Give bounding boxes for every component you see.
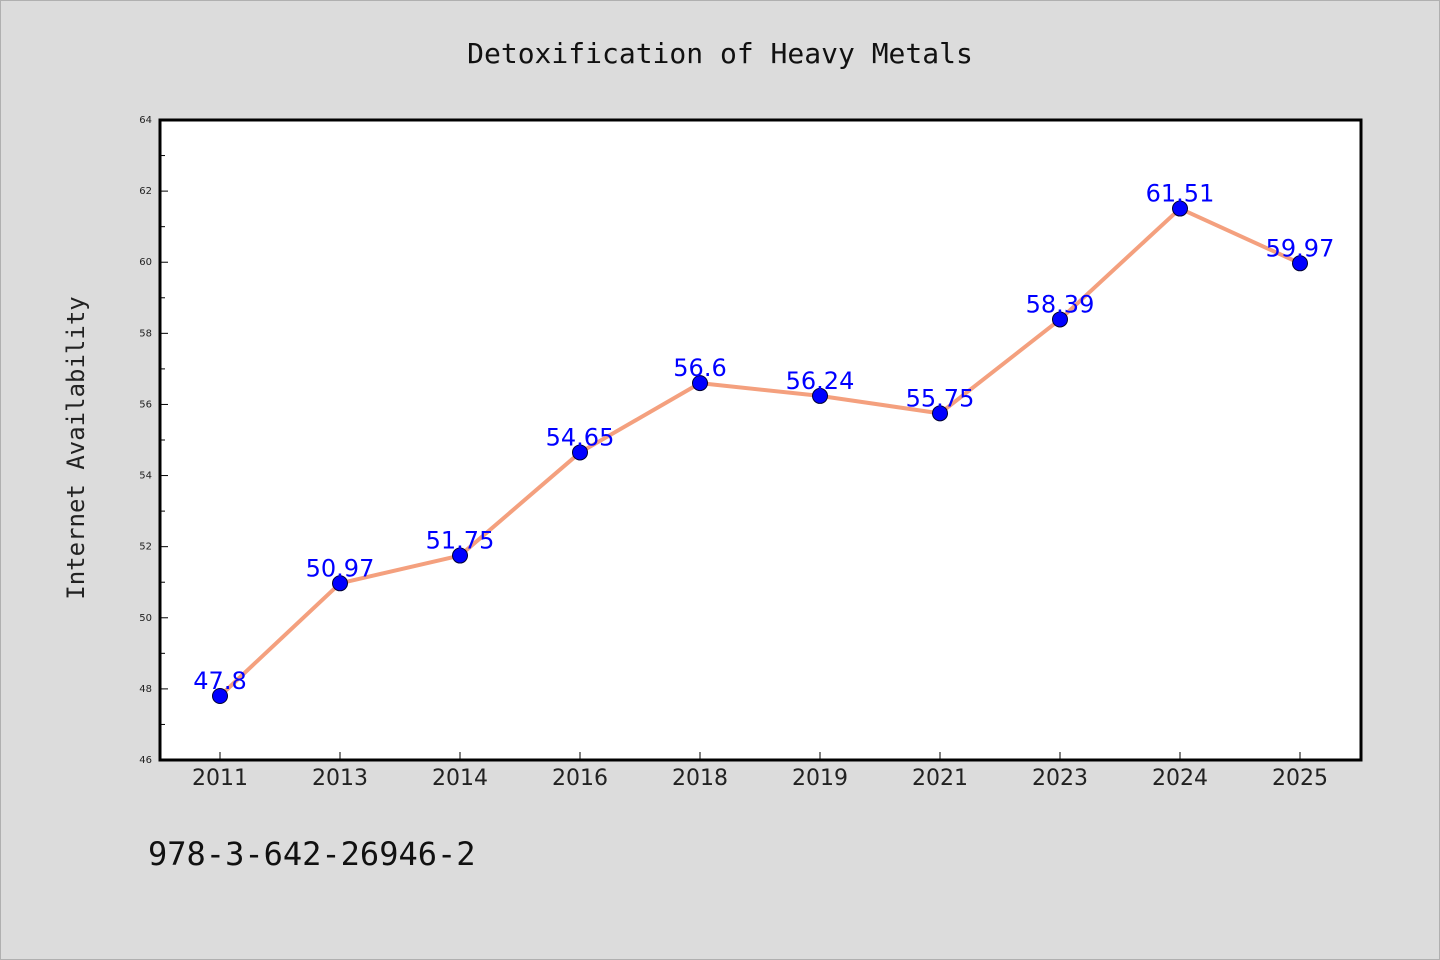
data-label: 55.75 bbox=[906, 384, 975, 412]
y-tick-label: 64 bbox=[139, 115, 152, 126]
x-tick-label: 2014 bbox=[432, 766, 488, 791]
data-label: 56.6 bbox=[673, 354, 726, 382]
series-layer: 47.8 50.97 51.75 54.65 56.6 56.24 55.75 58.39 61… bbox=[193, 180, 1334, 704]
x-axis-ticks: 2011 2013 2014 2016 2018 2019 2021 2023 2024 2025 bbox=[192, 752, 1328, 791]
chart-title: Detoxification of Heavy Metals bbox=[467, 37, 973, 70]
data-label: 50.97 bbox=[306, 554, 375, 582]
data-point bbox=[1172, 200, 1188, 217]
x-tick-label: 2024 bbox=[1152, 766, 1208, 791]
x-tick-label: 2025 bbox=[1272, 766, 1328, 791]
y-tick-label: 52 bbox=[139, 542, 152, 553]
x-tick-label: 2016 bbox=[552, 766, 608, 791]
y-axis-label: Internet Availability bbox=[62, 296, 90, 599]
x-tick-label: 2013 bbox=[312, 766, 368, 791]
data-point bbox=[452, 547, 468, 564]
y-tick-label: 48 bbox=[139, 684, 152, 695]
data-point bbox=[692, 375, 708, 392]
y-tick-label: 58 bbox=[139, 328, 152, 339]
y-tick-label: 62 bbox=[139, 186, 152, 197]
x-tick-label: 2021 bbox=[912, 766, 968, 791]
series-line bbox=[218, 206, 1302, 698]
footer-isbn: 978-3-642-26946-2 bbox=[148, 835, 476, 873]
y-tick-label: 60 bbox=[139, 257, 152, 268]
plot-border bbox=[158, 118, 1363, 762]
data-point bbox=[1292, 255, 1308, 272]
data-label: 56.24 bbox=[786, 367, 855, 395]
x-tick-label: 2019 bbox=[792, 766, 848, 791]
data-point bbox=[332, 575, 348, 592]
y-tick-label: 56 bbox=[139, 399, 152, 410]
data-label: 47.8 bbox=[193, 667, 246, 695]
data-label: 61.51 bbox=[1146, 180, 1215, 208]
data-label: 58.39 bbox=[1026, 290, 1095, 318]
data-label: 59.97 bbox=[1266, 234, 1335, 262]
data-label: 51.75 bbox=[426, 527, 495, 555]
y-tick-label: 50 bbox=[139, 613, 152, 624]
data-point bbox=[1052, 311, 1068, 328]
x-tick-label: 2018 bbox=[672, 766, 728, 791]
y-tick-label: 54 bbox=[139, 471, 152, 482]
data-point bbox=[812, 387, 828, 404]
x-tick-label: 2023 bbox=[1032, 766, 1088, 791]
y-tick-label: 46 bbox=[139, 755, 152, 766]
data-point bbox=[932, 405, 948, 422]
data-point bbox=[572, 444, 588, 461]
x-tick-label: 2011 bbox=[192, 766, 248, 791]
data-label: 54.65 bbox=[546, 423, 615, 451]
data-point bbox=[212, 688, 228, 704]
